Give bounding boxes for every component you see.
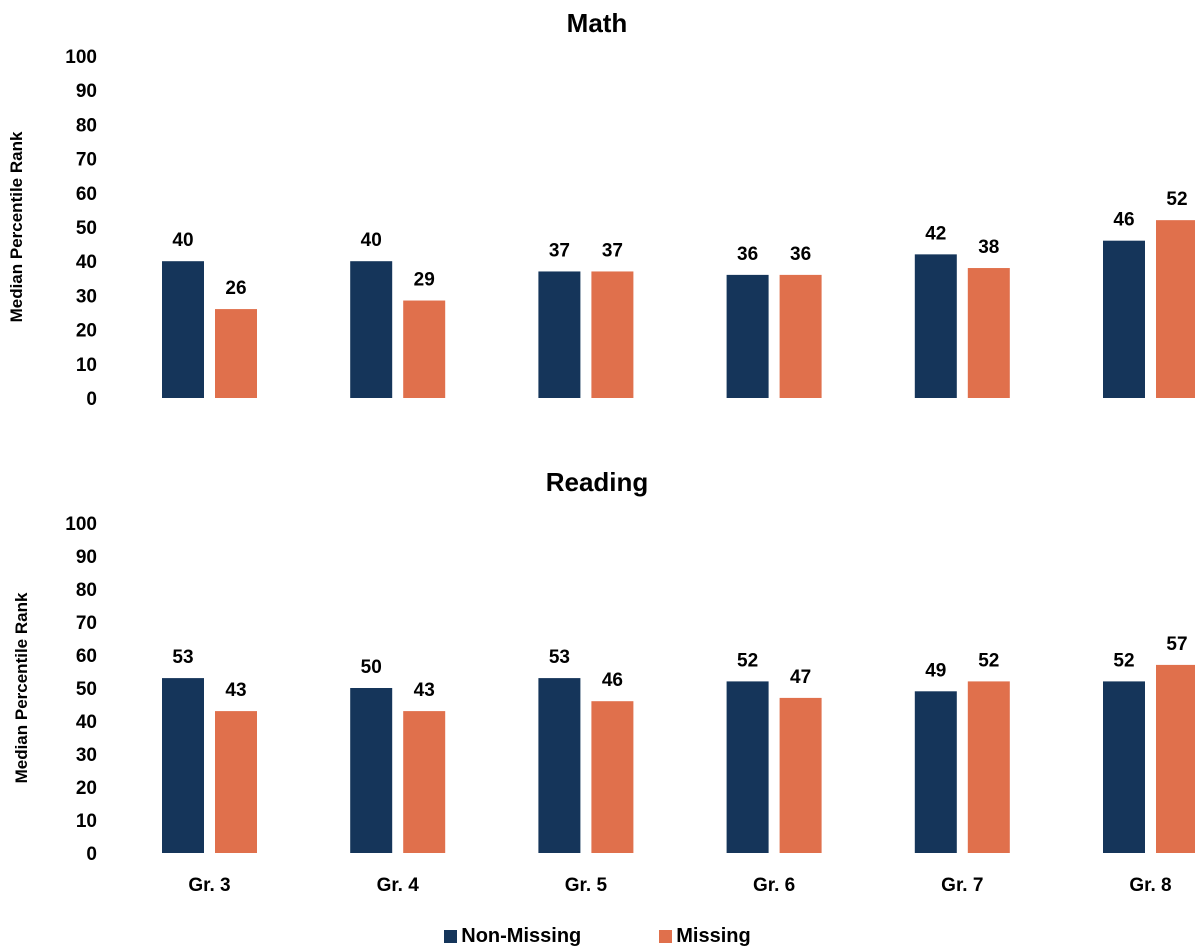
math-data-label-missing: 37 <box>602 240 623 261</box>
reading-x-tick-label: Gr. 4 <box>377 875 420 896</box>
reading-y-tick-label: 20 <box>76 778 97 799</box>
reading-y-tick-label: 60 <box>76 646 97 667</box>
reading-bar-missing <box>591 701 634 853</box>
reading-data-label-missing: 52 <box>978 650 999 671</box>
legend-label-non-missing: Non-Missing <box>461 924 582 947</box>
math-y-tick-label: 10 <box>76 355 97 376</box>
math-data-label-non-missing: 40 <box>172 230 193 251</box>
reading-bar-missing <box>215 711 257 853</box>
reading-y-tick-label: 90 <box>76 547 97 568</box>
math-chart-title: Math <box>567 8 628 38</box>
reading-y-tick-label: 70 <box>76 613 97 634</box>
reading-bar-non-missing <box>726 681 769 853</box>
math-data-label-non-missing: 40 <box>361 230 382 251</box>
math-y-axis-label: Median Percentile Rank <box>7 131 26 322</box>
math-bar-non-missing <box>726 274 769 398</box>
reading-data-label-missing: 47 <box>790 667 811 688</box>
math-bar-non-missing <box>538 271 581 398</box>
math-data-label-missing: 52 <box>1166 189 1187 210</box>
reading-x-tick-label: Gr. 3 <box>188 875 230 896</box>
legend-swatch-missing <box>659 929 673 943</box>
reading-data-label-non-missing: 53 <box>172 647 193 668</box>
reading-bar-missing <box>967 681 1010 853</box>
math-bar-missing <box>779 274 822 398</box>
reading-bar-missing <box>779 697 822 853</box>
math-bar-non-missing <box>162 261 204 398</box>
math-y-tick-label: 0 <box>86 389 97 410</box>
reading-y-tick-label: 80 <box>76 580 97 601</box>
math-data-label-non-missing: 36 <box>737 244 758 265</box>
math-data-label-missing: 36 <box>790 244 811 265</box>
reading-data-label-missing: 43 <box>414 680 435 701</box>
reading-y-tick-label: 10 <box>76 811 97 832</box>
math-data-label-missing: 26 <box>225 278 246 299</box>
reading-data-label-non-missing: 52 <box>737 650 758 671</box>
reading-bar-non-missing <box>350 688 393 853</box>
math-data-label-non-missing: 42 <box>925 223 946 244</box>
reading-y-tick-label: 50 <box>76 679 97 700</box>
math-y-tick-label: 90 <box>76 81 97 102</box>
reading-data-label-non-missing: 53 <box>549 647 570 668</box>
reading-bar-non-missing <box>914 691 957 853</box>
reading-data-label-missing: 57 <box>1166 634 1187 655</box>
math-data-label-non-missing: 37 <box>549 240 570 261</box>
reading-data-label-missing: 43 <box>225 680 246 701</box>
math-y-tick-label: 60 <box>76 184 97 205</box>
reading-y-tick-label: 100 <box>65 514 97 535</box>
math-y-tick-label: 100 <box>65 47 97 68</box>
reading-data-label-missing: 46 <box>602 670 623 691</box>
math-data-label-non-missing: 46 <box>1113 210 1134 231</box>
math-y-tick-label: 20 <box>76 321 97 342</box>
reading-x-tick-label: Gr. 5 <box>565 875 608 896</box>
math-bar-non-missing <box>350 261 393 398</box>
reading-data-label-non-missing: 49 <box>925 660 946 681</box>
reading-bar-non-missing <box>162 678 204 853</box>
reading-data-label-non-missing: 50 <box>361 657 382 678</box>
math-y-tick-label: 50 <box>76 218 97 239</box>
legend-swatch-non-missing <box>444 929 458 943</box>
math-bar-missing <box>1156 220 1195 398</box>
reading-bar-missing <box>1156 664 1195 853</box>
reading-y-tick-label: 30 <box>76 745 97 766</box>
math-bar-non-missing <box>1103 240 1145 398</box>
math-bar-missing <box>215 309 257 398</box>
reading-bar-missing <box>403 711 446 853</box>
reading-data-label-non-missing: 52 <box>1113 650 1134 671</box>
math-y-tick-label: 30 <box>76 286 97 307</box>
reading-bar-non-missing <box>1103 681 1145 853</box>
math-bar-missing <box>967 268 1010 398</box>
reading-bar-non-missing <box>538 678 581 853</box>
math-y-tick-label: 40 <box>76 252 97 273</box>
math-data-label-missing: 29 <box>414 270 435 291</box>
reading-x-tick-label: Gr. 8 <box>1129 875 1171 896</box>
reading-x-tick-label: Gr. 7 <box>941 875 983 896</box>
math-bar-non-missing <box>914 254 957 398</box>
reading-y-tick-label: 40 <box>76 712 97 733</box>
legend-label-missing: Missing <box>676 924 751 947</box>
math-data-label-missing: 38 <box>978 237 999 258</box>
reading-y-axis-label: Median Percentile Rank <box>12 592 31 783</box>
math-y-tick-label: 70 <box>76 150 97 171</box>
legend-item-non-missing: Non-Missing <box>444 925 581 948</box>
legend-item-missing: Missing <box>659 924 751 948</box>
math-y-tick-label: 80 <box>76 115 97 136</box>
math-bar-missing <box>591 271 634 398</box>
reading-x-tick-label: Gr. 6 <box>753 875 795 896</box>
reading-y-tick-label: 0 <box>86 844 97 865</box>
math-bar-missing <box>403 300 446 398</box>
reading-chart-title: Reading <box>546 467 649 497</box>
legend: Non-Missing Missing <box>0 922 1195 950</box>
